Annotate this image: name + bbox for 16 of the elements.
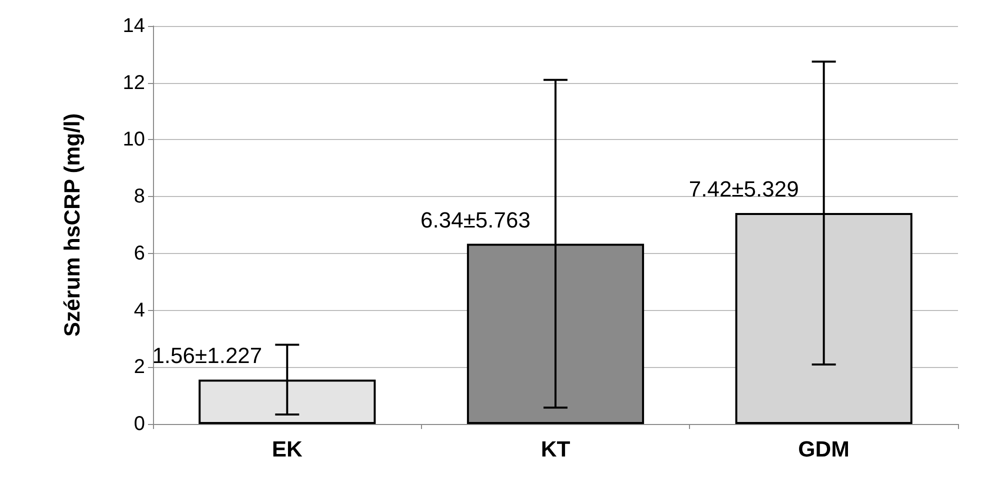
y-tick-label: 4	[134, 299, 145, 322]
y-axis-title: Szérum hsCRP (mg/l)	[60, 113, 84, 337]
data-label: 7.42±5.329	[688, 176, 799, 202]
y-tick-label: 14	[122, 15, 145, 37]
y-tick-label: 0	[134, 413, 145, 435]
y-tick-label: 10	[122, 128, 145, 151]
y-tick-label: 2	[134, 356, 145, 378]
bar	[198, 380, 376, 424]
x-tick-label: GDM	[798, 436, 850, 462]
y-tick-label: 6	[134, 242, 145, 264]
y-tick-label: 8	[134, 186, 145, 208]
data-label: 1.56±1.227	[152, 343, 262, 368]
y-tick-label: 12	[122, 72, 145, 94]
x-tick-label: EK	[272, 436, 303, 462]
data-label: 6.34±5.763	[420, 207, 530, 232]
x-tick-label: KT	[540, 436, 571, 462]
